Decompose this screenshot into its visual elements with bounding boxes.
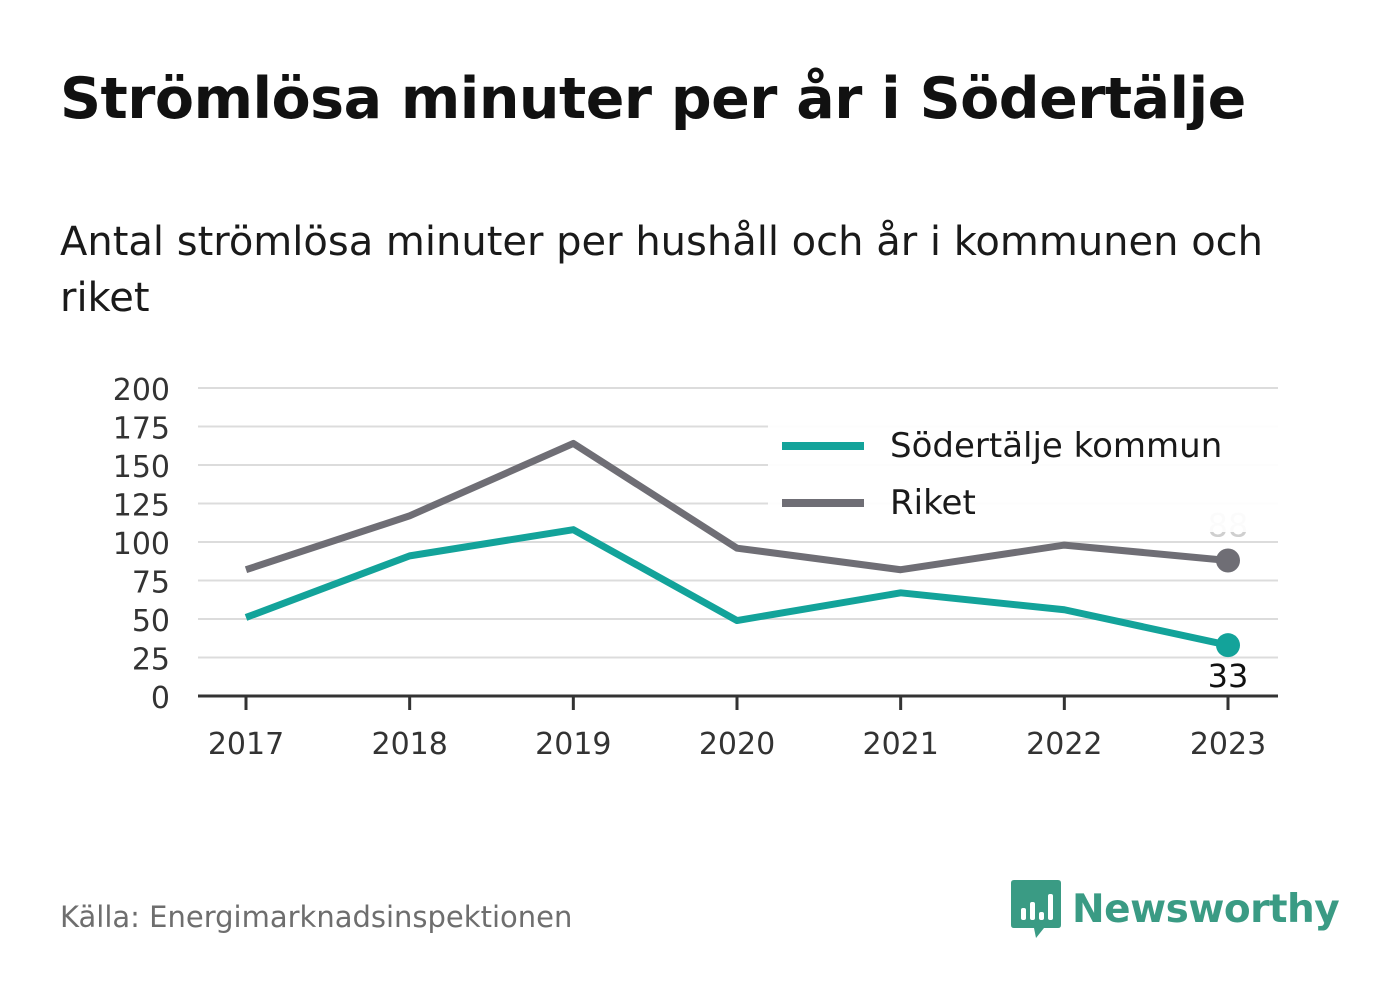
end-value-label: 33 [1208,657,1249,695]
y-tick-label: 100 [113,527,170,562]
end-point-marker [1216,548,1240,573]
brand-name: Newsworthy [1072,886,1340,932]
x-tick-label: 2020 [699,727,775,762]
x-tick-label: 2017 [208,727,284,762]
x-tick-label: 2018 [371,727,447,762]
legend-box [768,420,1278,532]
x-tick-label: 2023 [1190,727,1266,762]
source-note: Källa: Energimarknadsinspektionen [60,900,573,934]
newsworthy-logo-icon [1011,880,1061,938]
legend-label: Södertälje kommun [890,426,1222,466]
y-tick-label: 25 [132,643,170,678]
end-point-marker [1216,633,1240,658]
y-tick-label: 50 [132,604,170,639]
chart-subtitle: Antal strömlösa minuter per hushåll och … [60,219,1264,321]
y-tick-label: 200 [113,373,170,408]
chart-title: Strömlösa minuter per år i Södertälje [60,66,1246,132]
series-line [244,526,1229,649]
y-tick-label: 75 [132,566,170,601]
y-tick-label: 150 [113,450,170,485]
x-tick-label: 2019 [535,727,611,762]
series-line [244,439,1229,574]
brand: Newsworthy [1010,878,1340,940]
y-tick-label: 175 [113,412,170,447]
x-tick-label: 2022 [1026,727,1102,762]
y-tick-label: 0 [151,681,170,716]
legend-label: Riket [890,483,976,523]
x-tick-label: 2021 [862,727,938,762]
y-tick-label: 125 [113,489,170,524]
